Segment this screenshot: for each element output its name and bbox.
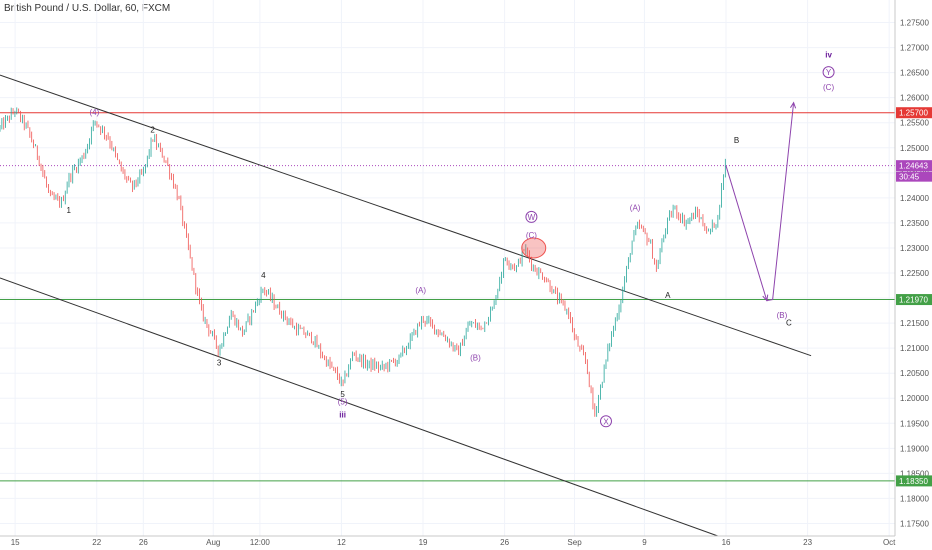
wave-label: 2 (150, 126, 155, 135)
wave-label: iii (339, 410, 346, 419)
wave-label: 4 (261, 271, 266, 280)
y-tick-label: 1.23500 (900, 219, 929, 228)
wave-label: iv (825, 51, 832, 60)
price-tags: 1.25700 1.21970 1.18350 1.24643 30:45 (896, 107, 932, 487)
wave-label: W (528, 213, 536, 222)
y-tick-label: 1.26000 (900, 94, 929, 103)
y-tick-label: 1.18500 (900, 469, 929, 478)
projection-arrowhead (790, 101, 797, 109)
x-tick-label: 26 (500, 538, 509, 547)
wave-label: (B) (470, 354, 481, 363)
x-tick-label: 15 (11, 538, 20, 547)
x-tick-label: 16 (722, 538, 731, 547)
wave-label: 5 (340, 390, 345, 399)
chart-title: British Pound / U.S. Dollar, 60, FXCM (4, 3, 171, 14)
x-tick-label: 12 (337, 538, 346, 547)
x-tick-label: Oct (883, 538, 896, 547)
level-price-tag: 1.21970 (899, 296, 928, 305)
wave-label: A (665, 291, 671, 300)
y-tick-label: 1.27500 (900, 19, 929, 28)
last-price-tag-bg (896, 160, 932, 172)
wave-label: X (603, 417, 609, 426)
y-tick-label: 1.25000 (900, 144, 929, 153)
channel-lines (0, 74, 812, 537)
countdown-tag-bg (896, 171, 932, 182)
x-tick-label: 19 (419, 538, 428, 547)
y-tick-label: 1.26500 (900, 69, 929, 78)
y-tick-label: 1.20500 (900, 369, 929, 378)
y-tick-label: 1.20000 (900, 394, 929, 403)
wave-label: B (734, 136, 739, 145)
candles (0, 107, 726, 417)
y-tick-label: 1.23000 (900, 244, 929, 253)
last-price-tag: 1.24643 (899, 162, 928, 171)
level-price-tag: 1.25700 (899, 109, 928, 118)
grid (0, 0, 895, 536)
level-price-tag: 1.18350 (899, 477, 928, 486)
y-tick-label: 1.21500 (900, 319, 929, 328)
wave-label-circle (525, 210, 538, 223)
x-tick-label: 22 (92, 538, 101, 547)
y-tick-label: 1.18000 (900, 494, 929, 503)
wave-label: (5) (338, 397, 348, 406)
x-tick-label: Aug (206, 538, 220, 547)
countdown-tag: 30:45 (899, 173, 920, 182)
wave-label: (A) (415, 286, 426, 295)
wave-label: C (786, 319, 792, 328)
projection-arrowhead (762, 294, 769, 302)
wave-label: Y (826, 68, 832, 77)
x-tick-label: 9 (642, 538, 647, 547)
channel-line (0, 277, 719, 537)
level-price-tag-bg (896, 475, 932, 487)
level-price-tag-bg (896, 107, 932, 119)
wave-label: 1 (67, 206, 72, 215)
wave-label: (C) (823, 83, 834, 92)
x-tick-label: Sep (567, 538, 582, 547)
highlight-ellipse (521, 237, 547, 259)
y-tick-label: 1.19500 (900, 419, 929, 428)
wave-label-circle (822, 66, 835, 79)
x-tick-label: 26 (139, 538, 148, 547)
y-tick-label: 1.21000 (900, 344, 929, 353)
wave-label: (B) (777, 311, 788, 320)
y-tick-label: 1.19000 (900, 444, 929, 453)
level-price-tag-bg (896, 294, 932, 306)
wave-label-circle (599, 415, 612, 428)
y-tick-label: 1.25500 (900, 119, 929, 128)
wave-label: (4) (90, 108, 100, 117)
y-tick-label: 1.22500 (900, 269, 929, 278)
projection-path (725, 102, 795, 302)
projection (725, 101, 797, 302)
x-tick-label: 12:00 (250, 538, 271, 547)
highlight (521, 237, 547, 259)
channel-line (0, 74, 812, 357)
wave-label: (C) (526, 231, 537, 240)
wave-label: 3 (217, 359, 222, 368)
y-tick-label: 1.17500 (900, 519, 929, 528)
horizontal-levels (0, 112, 895, 482)
y-tick-label: 1.27000 (900, 44, 929, 53)
wave-label: (A) (630, 203, 641, 212)
y-tick-label: 1.24000 (900, 194, 929, 203)
x-tick-label: 23 (803, 538, 812, 547)
